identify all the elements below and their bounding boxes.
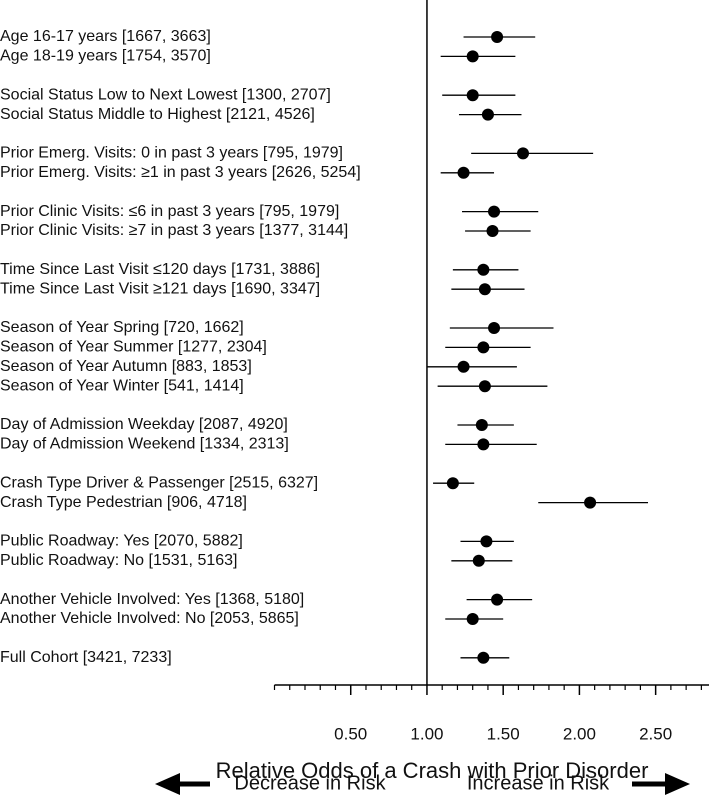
point-estimate xyxy=(457,166,470,179)
left-note: Decrease in Risk xyxy=(234,772,386,794)
right-arrow xyxy=(632,773,690,795)
point-estimate xyxy=(477,651,490,664)
point-estimate xyxy=(491,31,504,43)
row-label: Another Vehicle Involved: Yes [1368, 518… xyxy=(0,591,304,608)
row-label: Time Since Last Visit ≤120 days [1731, 3… xyxy=(0,261,320,278)
x-tick-label: 2.50 xyxy=(639,724,672,743)
point-estimate xyxy=(466,89,479,102)
row-label: Crash Type Pedestrian [906, 4718] xyxy=(0,494,247,511)
point-estimate xyxy=(475,419,488,431)
row-label: Age 16-17 years [1667, 3663] xyxy=(0,28,211,45)
row-label: Age 18-19 years [1754, 3570] xyxy=(0,48,211,65)
row-label: Another Vehicle Involved: No [2053, 5865… xyxy=(0,610,299,627)
point-estimate xyxy=(477,341,490,354)
point-estimate xyxy=(457,360,470,373)
row-label: Season of Year Autumn [883, 1853] xyxy=(0,358,252,375)
point-estimate xyxy=(478,380,491,393)
point-estimate xyxy=(486,225,499,237)
x-tick-label: 0.50 xyxy=(334,724,367,743)
row-label: Public Roadway: Yes [2070, 5882] xyxy=(0,533,243,550)
left-arrow xyxy=(155,773,210,795)
point-estimate xyxy=(466,613,479,625)
point-estimate xyxy=(488,322,501,334)
row-label: Social Status Low to Next Lowest [1300, … xyxy=(0,86,331,103)
point-estimate xyxy=(477,263,490,276)
row-label: Crash Type Driver & Passenger [2515, 632… xyxy=(0,474,318,491)
x-axis-label: Relative Odds of a Crash with Prior Diso… xyxy=(216,758,649,783)
row-label: Season of Year Winter [541, 1414] xyxy=(0,377,244,394)
point-estimate xyxy=(472,554,485,567)
right-note: Increase in Risk xyxy=(467,772,610,794)
row-label: Social Status Middle to Highest [2121, 4… xyxy=(0,106,315,123)
point-estimate xyxy=(478,283,491,296)
row-label: Prior Emerg. Visits: 0 in past 3 years [… xyxy=(0,145,343,162)
row-label: Prior Clinic Visits: ≥7 in past 3 years … xyxy=(0,222,348,239)
row-label: Day of Admission Weekend [1334, 2313] xyxy=(0,436,289,453)
point-estimate xyxy=(466,50,479,63)
point-estimate xyxy=(517,147,530,160)
row-label: Season of Year Summer [1277, 2304] xyxy=(0,339,267,356)
x-tick-label: 1.50 xyxy=(487,724,520,743)
point-estimate xyxy=(480,535,493,548)
row-label: Full Cohort [3421, 7233] xyxy=(0,649,172,666)
row-label: Time Since Last Visit ≥121 days [1690, 3… xyxy=(0,280,320,297)
x-tick-label: 2.00 xyxy=(563,724,596,743)
row-label: Public Roadway: No [1531, 5163] xyxy=(0,552,237,569)
row-label: Prior Emerg. Visits: ≥1 in past 3 years … xyxy=(0,164,361,181)
point-estimate xyxy=(477,438,490,451)
row-label: Season of Year Spring [720, 1662] xyxy=(0,319,244,336)
point-estimate xyxy=(488,205,501,218)
row-label: Prior Clinic Visits: ≤6 in past 3 years … xyxy=(0,203,339,220)
point-estimate xyxy=(491,593,504,606)
point-estimate xyxy=(584,496,597,509)
x-tick-label: 1.00 xyxy=(410,724,443,743)
row-label: Day of Admission Weekday [2087, 4920] xyxy=(0,416,288,433)
point-estimate xyxy=(481,108,494,121)
point-estimate xyxy=(446,477,459,490)
